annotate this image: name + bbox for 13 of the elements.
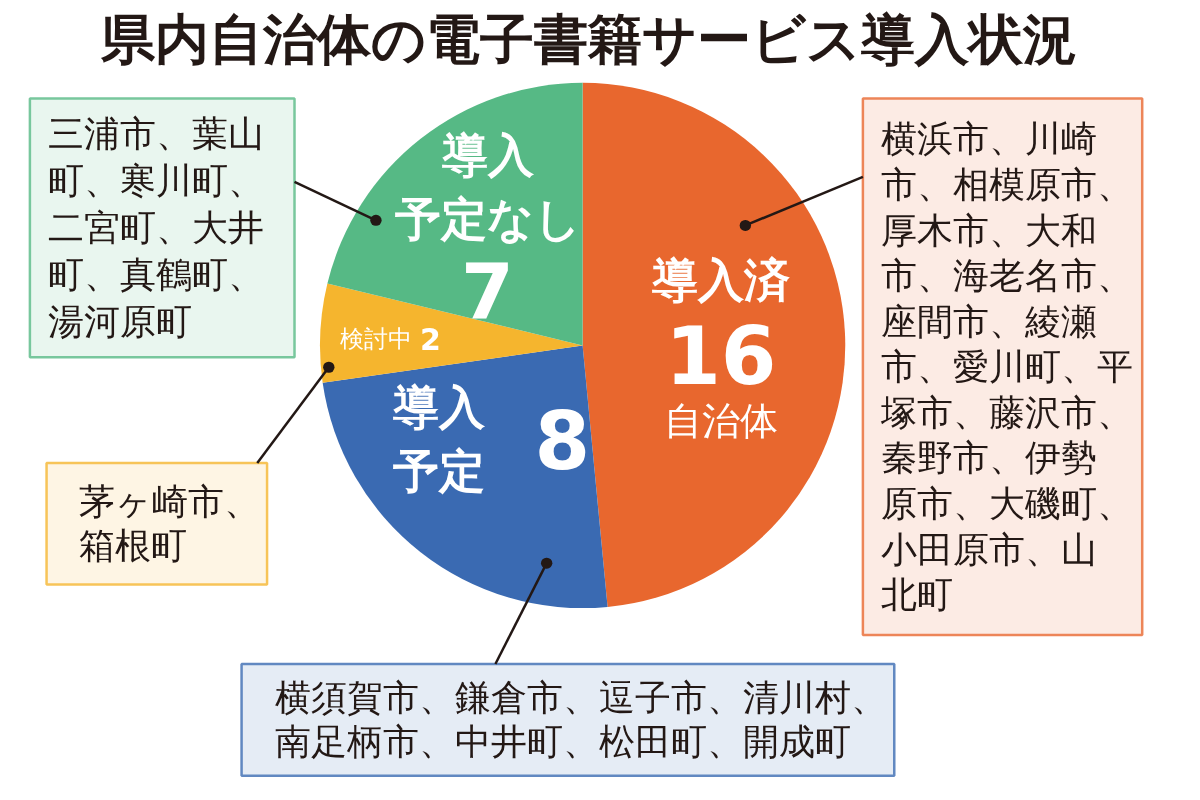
data-label: 2	[419, 321, 441, 357]
slice-label: 検討中	[339, 324, 412, 353]
chart-title: 県内自治体の電子書籍サービス導入状況	[99, 8, 1077, 72]
text: 三浦市、葉山町、寒川町、二宮町、大井町、真鶴町、湯河原町	[47, 113, 264, 343]
data-label: 7	[461, 247, 515, 337]
slice-label: 導入済	[650, 252, 790, 307]
data-label: 8	[534, 394, 591, 488]
slice-label: 導入予定	[391, 380, 486, 498]
slice-label: 導入予定なし	[394, 128, 581, 247]
text: 横浜市、川崎市、相模原市、厚木市、大和市、海老名市、座間市、綾瀬市、愛川町、平塚市、藤沢市、秦野市、伊勢原市、大磯町、小田原市、山北町	[880, 118, 1133, 616]
text: 茅ヶ崎市、箱根町	[78, 481, 260, 567]
data-label: 16 自治体	[663, 310, 778, 444]
text: 横須賀市、鎌倉市、逗子市、清川村、南足柄市、中井町、松田町、開成町	[274, 677, 887, 763]
